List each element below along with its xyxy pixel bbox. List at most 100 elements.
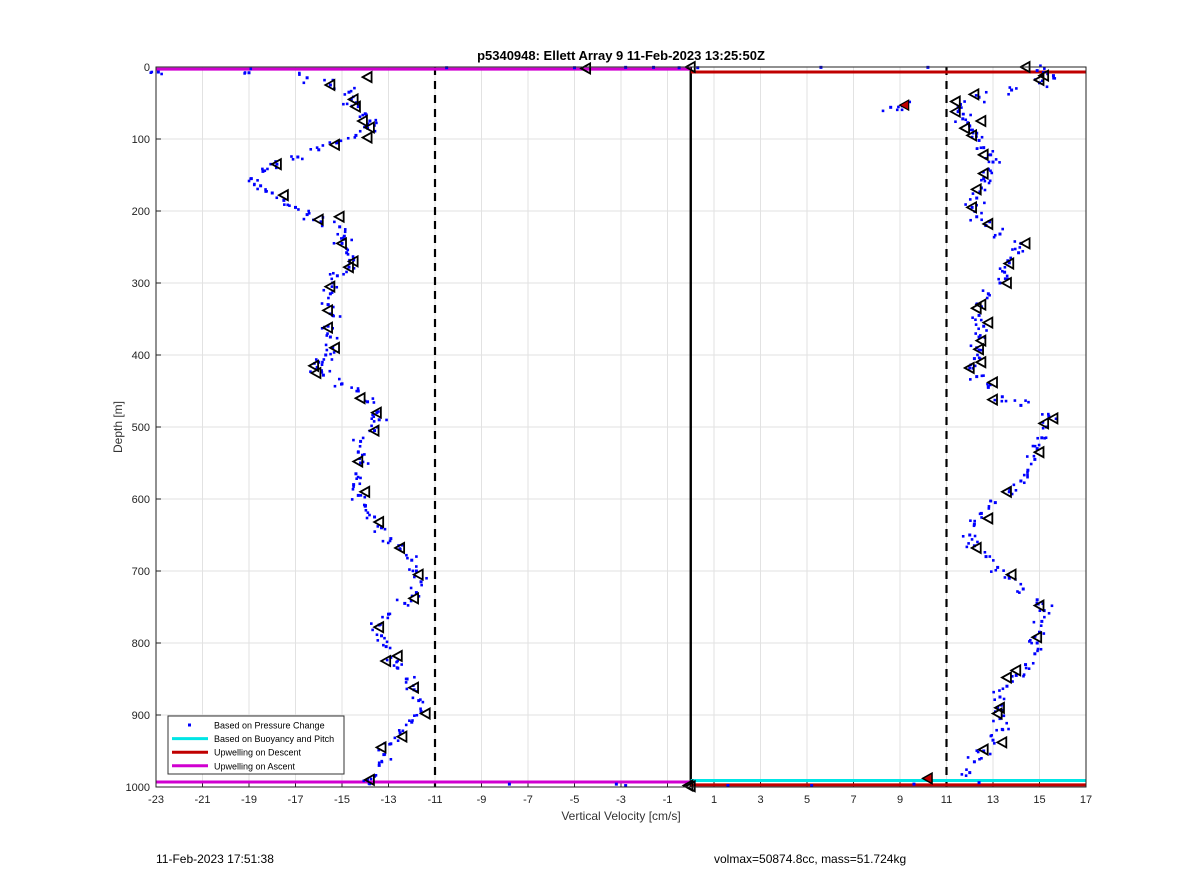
pressure-point: [1000, 399, 1004, 403]
pressure-point: [368, 513, 371, 517]
pressure-point: [969, 519, 972, 522]
pressure-point: [1042, 632, 1046, 635]
pressure-point: [400, 663, 403, 666]
buoyancy-marker: [358, 485, 371, 499]
pressure-point: [989, 570, 993, 573]
pressure-point: [370, 622, 373, 625]
pressure-point: [1000, 395, 1004, 399]
pressure-point: [340, 237, 343, 240]
pressure-point: [405, 553, 408, 557]
pressure-point: [298, 73, 301, 76]
pressure-point: [324, 343, 328, 347]
pressure-point: [317, 148, 321, 152]
pressure-point: [1019, 582, 1023, 586]
pressure-point: [996, 565, 1000, 569]
pressure-point: [1035, 641, 1039, 645]
pressure-point: [319, 220, 323, 224]
buoyancy-marker: [948, 105, 961, 119]
buoyancy-marker: [363, 120, 375, 135]
pressure-point: [1018, 246, 1022, 249]
pressure-point: [338, 225, 342, 229]
pressure-point: [1040, 436, 1044, 440]
pressure-point: [1003, 270, 1007, 274]
pressure-point: [982, 374, 985, 377]
pressure-point: [1021, 587, 1025, 591]
pressure-point: [405, 687, 409, 691]
legend-label: Upwelling on Ascent: [214, 761, 296, 771]
reference-lines: [433, 67, 948, 787]
pressure-point: [1036, 647, 1040, 651]
footer-info: volmax=50874.8cc, mass=51.724kg: [714, 852, 907, 866]
buoyancy-marker: [277, 188, 289, 202]
pressure-point: [1001, 269, 1004, 273]
pressure-point: [320, 371, 324, 374]
x-tick-label: -13: [381, 794, 397, 806]
pressure-point: [908, 100, 912, 104]
pressure-point: [385, 658, 389, 662]
buoyancy-marker: [270, 157, 282, 171]
pressure-point: [414, 591, 418, 595]
pressure-point: [389, 757, 393, 761]
pressure-point: [404, 723, 408, 727]
pressure-point: [350, 386, 353, 389]
buoyancy-marker: [323, 78, 336, 92]
pressure-point: [395, 666, 399, 669]
pressure-point: [992, 235, 996, 239]
pressure-point: [975, 196, 979, 200]
pressure-point: [380, 526, 384, 530]
pressure-point: [398, 731, 402, 735]
pressure-point: [413, 575, 416, 579]
pressure-point: [969, 344, 973, 348]
pressure-point: [362, 503, 366, 507]
pressure-point: [383, 527, 387, 531]
x-tick-label: 3: [757, 794, 763, 806]
pressure-point: [372, 401, 376, 404]
pressure-point: [977, 348, 981, 352]
pressure-point: [398, 547, 402, 550]
y-tick-label: 1000: [126, 782, 150, 794]
pressure-point: [1033, 444, 1037, 448]
pressure-point: [393, 736, 397, 740]
pressure-point: [972, 760, 976, 764]
buoyancy-marker: [965, 200, 977, 214]
pressure-point: [810, 784, 814, 788]
pressure-point: [1001, 728, 1005, 732]
pressure-point: [353, 86, 356, 90]
pressure-point: [358, 445, 362, 448]
pressure-point: [1006, 259, 1009, 262]
x-axis-label: Vertical Velocity [cm/s]: [561, 809, 680, 823]
pressure-point: [1018, 591, 1021, 594]
pressure-point: [371, 628, 374, 632]
pressure-point: [980, 374, 984, 378]
pressure-point: [256, 187, 259, 191]
pressure-point: [991, 160, 995, 164]
pressure-point: [986, 292, 990, 296]
pressure-point: [1039, 64, 1042, 68]
pressure-point: [696, 66, 700, 70]
pressure-point: [967, 542, 970, 545]
pressure-point: [356, 493, 360, 497]
pressure-point: [991, 150, 995, 153]
pressure-point: [382, 643, 385, 647]
pressure-point: [994, 158, 998, 161]
buoyancy-marker: [346, 254, 359, 268]
pressure-point: [249, 67, 253, 71]
pressure-point: [417, 699, 421, 703]
pressure-point: [404, 677, 408, 681]
pressure-point: [982, 177, 986, 181]
pressure-point: [335, 336, 339, 340]
pressure-point: [328, 273, 332, 276]
pressure-point: [982, 170, 985, 174]
pressure-point: [979, 146, 983, 150]
pressure-point: [372, 420, 376, 423]
buoyancy-marker: [374, 740, 387, 754]
pressure-point: [354, 472, 358, 476]
pressure-point: [1035, 598, 1039, 602]
pressure-point: [964, 774, 968, 777]
pressure-point: [309, 148, 313, 151]
pressure-point: [332, 271, 335, 275]
pressure-point: [1042, 70, 1045, 74]
pressure-point: [333, 220, 336, 224]
pressure-point: [283, 203, 286, 206]
pressure-point: [989, 169, 992, 173]
